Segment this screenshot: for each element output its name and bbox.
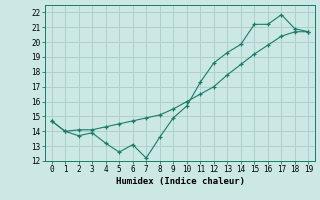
X-axis label: Humidex (Indice chaleur): Humidex (Indice chaleur) <box>116 177 244 186</box>
